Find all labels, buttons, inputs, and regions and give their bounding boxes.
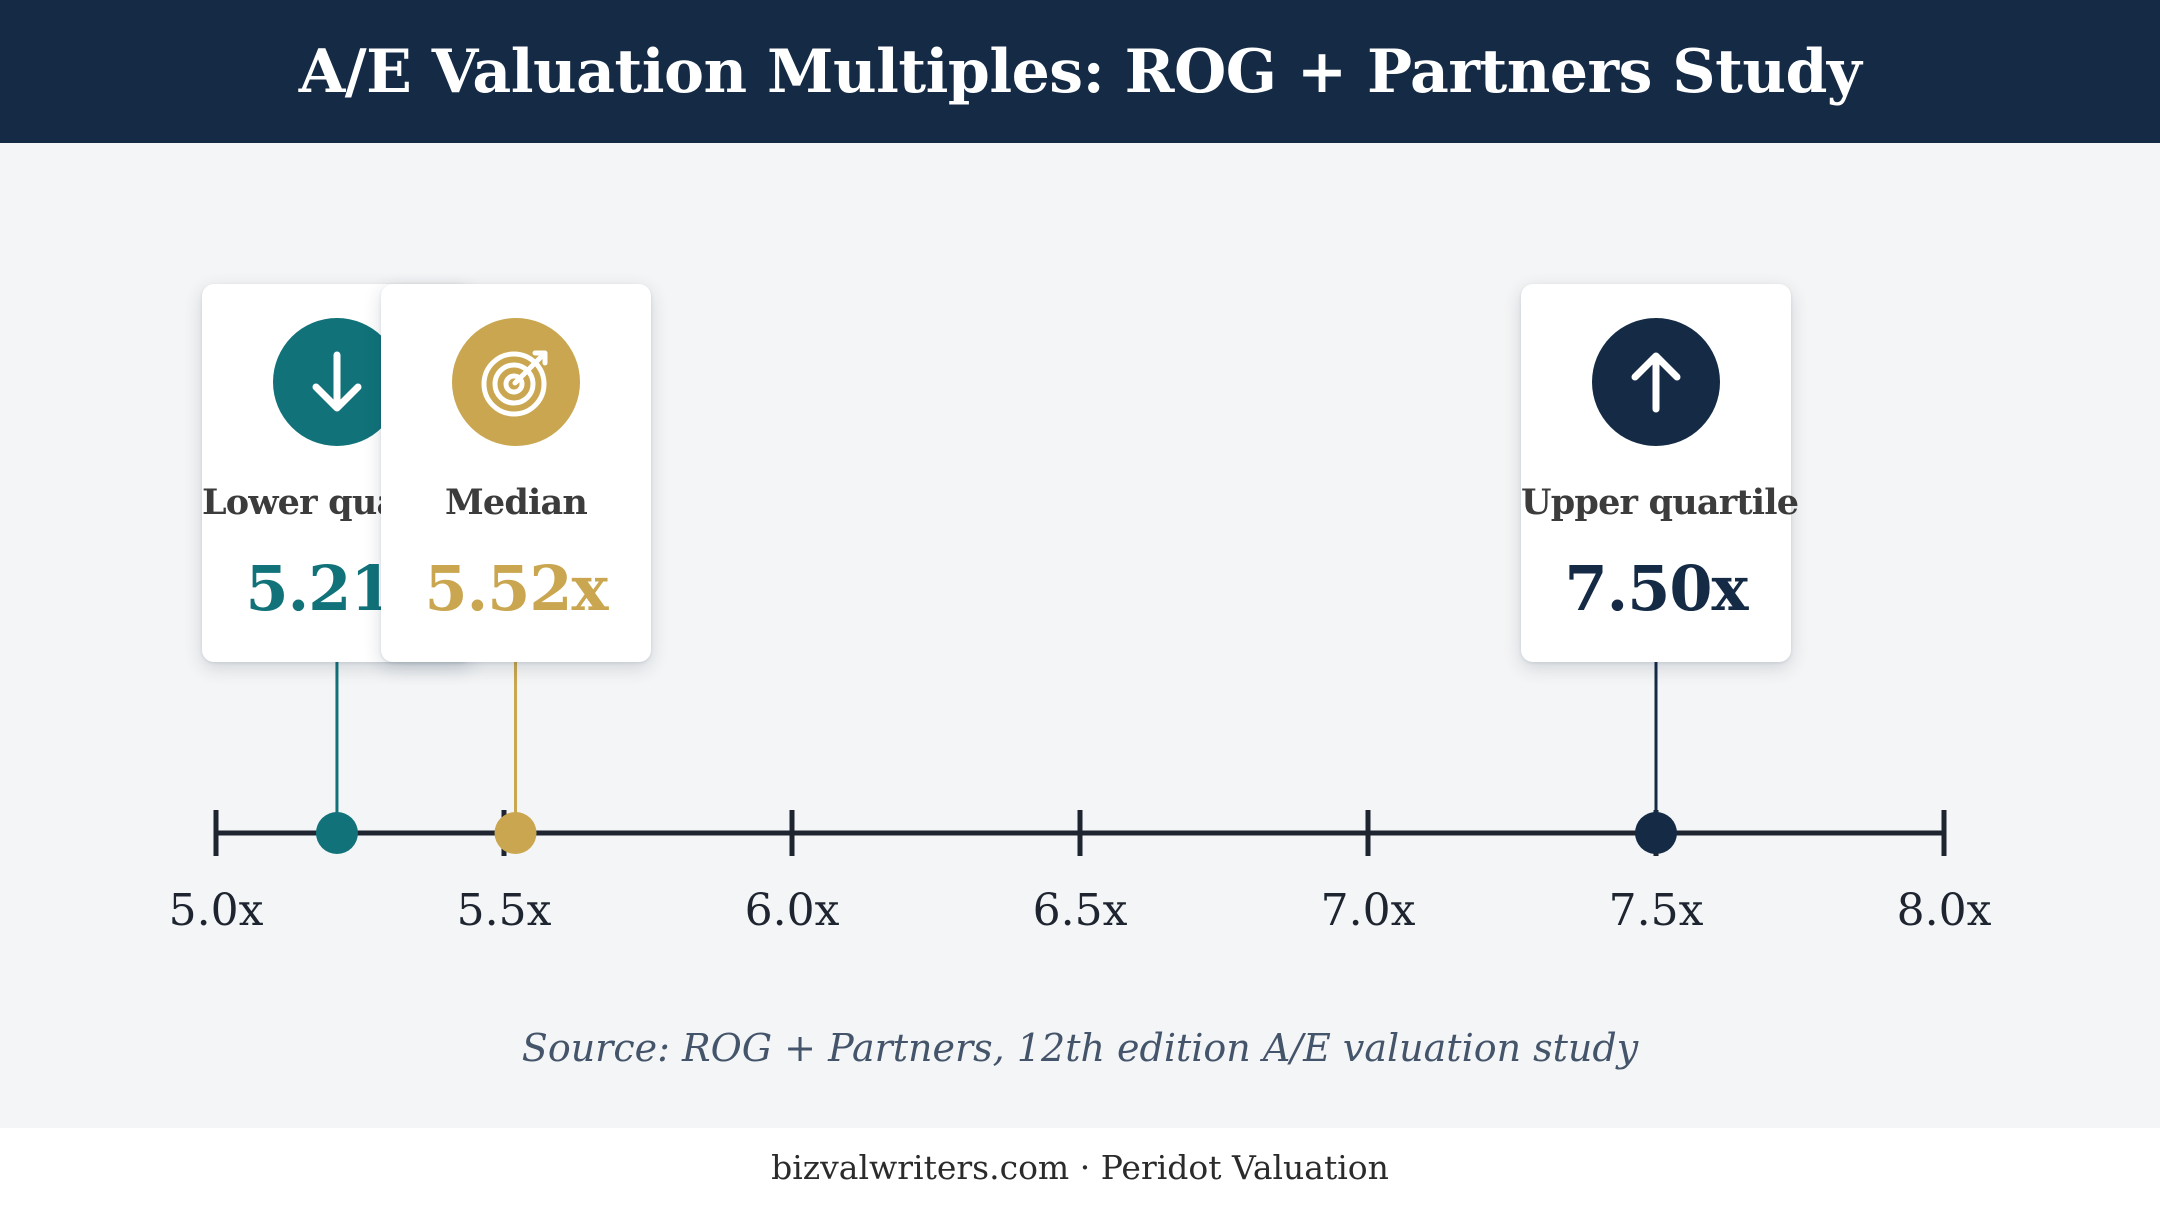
tick-label: 5.0x <box>169 885 264 936</box>
source-note: Source: ROG + Partners, 12th edition A/E… <box>521 1026 1639 1070</box>
tick-label: 7.0x <box>1321 885 1416 936</box>
tick-label: 6.5x <box>1033 885 1128 936</box>
tick-label: 6.0x <box>745 885 840 936</box>
data-point-lower <box>315 812 358 854</box>
tick-label: 5.5x <box>457 885 552 936</box>
data-point-median <box>494 812 537 854</box>
arrow-up-icon <box>1592 318 1720 446</box>
tick-label: 7.5x <box>1609 885 1704 936</box>
footer: bizvalwriters.com · Peridot Valuation <box>0 1128 2160 1206</box>
callout-value: 5.52x <box>424 552 609 625</box>
data-point-upper <box>1635 812 1677 854</box>
tick-label: 8.0x <box>1897 885 1992 936</box>
title-bar: A/E Valuation Multiples: ROG + Partners … <box>0 0 2160 143</box>
target-icon <box>452 318 580 446</box>
page-title: A/E Valuation Multiples: ROG + Partners … <box>298 36 1862 107</box>
arrow-down-icon <box>273 318 401 446</box>
callout-card-upper: Upper quartile 7.50x <box>1521 284 1799 662</box>
callout-card-median: Median 5.52x <box>381 284 651 662</box>
callout-value: 7.50x <box>1564 552 1749 625</box>
callout-label: Median <box>444 482 588 523</box>
callout-label: Upper quartile <box>1521 482 1799 523</box>
